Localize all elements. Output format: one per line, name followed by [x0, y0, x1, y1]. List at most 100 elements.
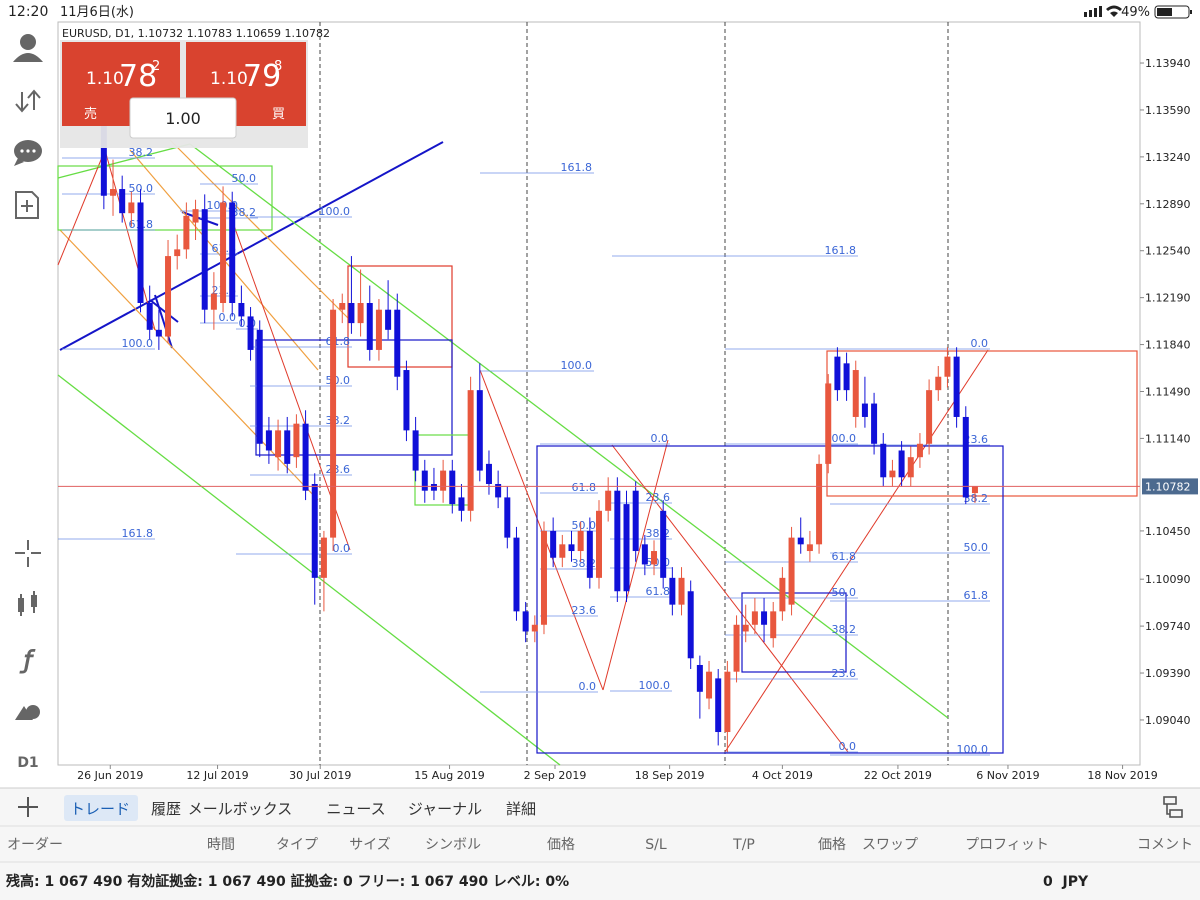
candle-body [174, 249, 181, 257]
column-header: シンボル [425, 837, 481, 853]
tab[interactable]: メールボックス [188, 800, 293, 818]
panel-layout-icon[interactable] [1163, 796, 1183, 818]
candle-body [852, 370, 859, 417]
add-tab-icon[interactable] [18, 797, 38, 817]
fib-level-label: 0.0 [219, 311, 237, 324]
current-price-label: 1.10782 [1145, 480, 1191, 493]
candle-body [953, 356, 960, 417]
candle-body [733, 624, 740, 672]
columns: オーダー 時間 タイプ サイズ シンボル 価格 S/L T/P 価格 スワップ プロフィット コメント [7, 837, 1193, 853]
candle-body [632, 490, 639, 552]
candle-body [311, 483, 318, 578]
candle-body [265, 430, 272, 451]
candles [100, 84, 978, 753]
crosshair-icon[interactable] [15, 540, 41, 567]
candle-body [806, 544, 813, 552]
column-header: サイズ [349, 837, 391, 853]
y-tick-label: 1.13590 [1145, 104, 1191, 117]
candle-body [247, 316, 254, 350]
tab[interactable]: ジャーナル [408, 800, 482, 818]
candle-body [779, 577, 786, 612]
candle-body [715, 678, 722, 733]
account-icon[interactable] [13, 34, 43, 62]
fib-level-label: 61.8 [964, 589, 989, 602]
fib-level-label: 50.0 [129, 182, 154, 195]
symbol-info: EURUSD, D1, 1.10732 1.10783 1.10659 1.10… [62, 27, 330, 40]
fib-level-label: 50.0 [646, 556, 671, 569]
fib-level-label: 23.6 [326, 463, 351, 476]
status-time: 12:20 [8, 4, 48, 20]
candle-body [375, 309, 382, 350]
trend-line [57, 143, 191, 179]
trend-line [611, 444, 849, 753]
candle-body [302, 423, 309, 491]
candle-body [550, 530, 557, 558]
trend-line [602, 439, 669, 691]
battery-level: 49% [1121, 5, 1150, 20]
tab[interactable]: トレード [70, 800, 130, 818]
fib-level-label: 161.8 [561, 161, 593, 174]
candle-body [651, 551, 658, 565]
fib-level-label: 61.8 [572, 481, 597, 494]
candle-body [192, 209, 199, 223]
chart-type-icon[interactable] [18, 591, 37, 616]
sell-label: 売 [84, 106, 97, 122]
candle-body [724, 671, 731, 733]
candle-body [146, 303, 153, 330]
candle-body [394, 309, 401, 377]
account-total: 0 JPY [1043, 874, 1089, 890]
chat-icon[interactable] [14, 140, 42, 166]
fib-level-label: 0.0 [839, 740, 857, 753]
sell-big: 78 [119, 59, 157, 94]
candle-body [641, 544, 648, 565]
sell-prefix: 1.10 [86, 69, 124, 89]
candle-body [843, 363, 850, 391]
column-header: プロフィット [965, 837, 1049, 853]
candle-body [119, 189, 126, 214]
candle-body [330, 309, 337, 538]
candle-body [155, 329, 162, 337]
fib-level-label: 38.2 [832, 623, 857, 636]
fib-level-label: 100.0 [122, 337, 154, 350]
trade-icon[interactable] [15, 89, 41, 113]
fib-level-label: 100.0 [319, 205, 351, 218]
new-order-icon[interactable] [15, 191, 39, 219]
candle-body [430, 483, 437, 491]
left-toolbar[interactable]: ƒ [13, 34, 43, 720]
candle-body [944, 356, 951, 377]
fib-level-label: 161.8 [825, 244, 857, 257]
lot-field[interactable] [129, 97, 237, 139]
tab[interactable]: 詳細 [506, 800, 536, 818]
fib-level-label: 61.8 [646, 585, 671, 598]
candle-body [540, 530, 547, 625]
fib-level-label: 100.0 [561, 359, 593, 372]
tab[interactable]: 履歴 [151, 800, 181, 818]
x-tick-label: 18 Nov 2019 [1087, 769, 1157, 782]
fib-level-label: 61.8 [326, 335, 351, 348]
quote-panel[interactable]: 1.10 78 2 売 1.10 79 8 買 1.00 [60, 40, 308, 148]
timeframe-button[interactable]: D1 [17, 755, 38, 771]
candle-body [522, 611, 529, 632]
tab[interactable]: ニュース [326, 800, 385, 818]
fib-level-label: 23.6 [832, 667, 857, 680]
fib-level-label: 50.0 [572, 519, 597, 532]
candle-body [467, 390, 474, 511]
candle-body [962, 416, 969, 498]
column-header: オーダー [7, 837, 63, 853]
candle-body [110, 189, 117, 196]
column-header: T/P [732, 837, 755, 853]
candle-body [366, 303, 373, 350]
trend-line [57, 149, 106, 266]
candle-body [238, 303, 245, 317]
x-tick-label: 15 Aug 2019 [414, 769, 484, 782]
candle-body [339, 303, 346, 310]
objects-icon[interactable] [15, 705, 40, 720]
candle-body [761, 611, 768, 625]
candle-body [926, 390, 933, 444]
candle-body [605, 490, 612, 511]
trend-line [59, 141, 444, 351]
trend-line [181, 211, 219, 226]
y-tick-label: 1.10450 [1145, 525, 1191, 538]
y-tick-label: 1.12190 [1145, 292, 1191, 305]
indicator-icon[interactable]: ƒ [19, 646, 36, 675]
